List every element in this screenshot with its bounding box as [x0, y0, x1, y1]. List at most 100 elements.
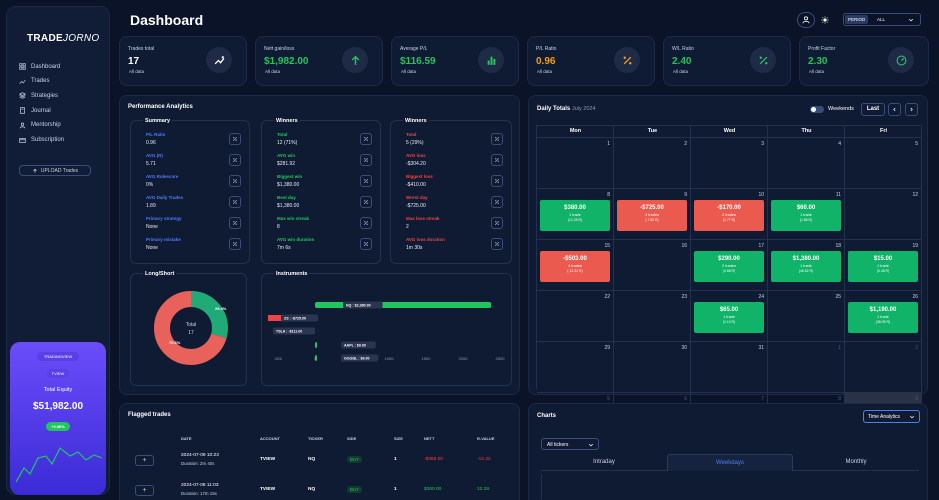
day-number: 9: [684, 192, 687, 198]
column-header[interactable]: R-VALUE: [477, 436, 495, 441]
tab-monthly[interactable]: Monthly: [845, 459, 867, 465]
calendar-day[interactable]: 8 $380.00 1 trade (12.28 R): [537, 189, 614, 240]
day-loss-block[interactable]: -$725.00 3 trades (-7.82 R): [617, 200, 687, 231]
metric-icon: [491, 154, 503, 166]
day-number: 24: [758, 294, 764, 300]
app-logo[interactable]: TRADEJORNO: [27, 33, 100, 44]
calendar-day[interactable]: 24 $65.00 1 trade (2.10 R): [691, 291, 768, 342]
summary-box: Summary P/L Ratio 0.96 AVG (R) 5.71 AVG Rules…: [130, 118, 250, 264]
column-header[interactable]: TICKER: [308, 436, 323, 441]
calendar-day[interactable]: 23: [614, 291, 691, 342]
calendar-day[interactable]: 18 $1,380.00 1 trade (46.52 R): [768, 240, 845, 291]
instrument-bar[interactable]: [315, 342, 317, 348]
sidebar-item-mentorship[interactable]: Mentorship: [19, 122, 61, 129]
metric-label: Max win streak: [277, 216, 310, 221]
expand-row-button[interactable]: +: [135, 455, 154, 466]
account-button[interactable]: [797, 12, 815, 28]
calendar-day[interactable]: 17 $290.00 2 trades (4.68 R): [691, 240, 768, 291]
calendar-day[interactable]: 12: [845, 189, 922, 240]
instrument-label: GOOGL : $9.00: [344, 357, 370, 361]
calendar-day[interactable]: 31: [691, 342, 768, 393]
day-profit-block[interactable]: $380.00 1 trade (12.28 R): [540, 200, 610, 231]
column-header[interactable]: SIZE: [394, 436, 403, 441]
tab-weekdays[interactable]: Weekdays: [667, 454, 793, 471]
instrument-bar[interactable]: [315, 355, 317, 361]
day-amount: $1,190.00: [869, 307, 897, 313]
theme-toggle-button[interactable]: [817, 12, 833, 28]
calendar-day[interactable]: 1: [537, 138, 614, 189]
column-header[interactable]: DATE: [181, 436, 192, 441]
day-profit-block[interactable]: $15.00 1 trade (0.48 R): [848, 251, 918, 282]
calendar-day[interactable]: 19 $15.00 1 trade (0.48 R): [845, 240, 922, 291]
metric-icon: [229, 175, 241, 187]
trend-icon: [19, 79, 26, 84]
platform-badge: TRADINGVIEW: [37, 352, 79, 361]
calendar-day[interactable]: 25: [768, 291, 845, 342]
stat-value: $116.59: [400, 56, 436, 67]
calendar-day[interactable]: 26 $1,190.00 1 trade (38.39 R): [845, 291, 922, 342]
calendar-day[interactable]: 5: [845, 138, 922, 189]
calendar-day[interactable]: 16: [614, 240, 691, 291]
stat-icon-wrap: [614, 47, 640, 73]
metric-label: Total: [277, 132, 288, 137]
metric-label: AVG Rulescore: [146, 174, 179, 179]
day-profit-block[interactable]: $1,190.00 1 trade (38.39 R): [848, 302, 918, 333]
losers-box: Winners Total 5 (29%) AVG loss -$304.20 Bigge…: [390, 118, 512, 264]
calendar-day[interactable]: 11 $60.00 1 trade (1.86 R): [768, 189, 845, 240]
day-profit-block[interactable]: $290.00 2 trades (4.68 R): [694, 251, 764, 282]
period-selector[interactable]: PERIOD ALL: [843, 13, 921, 26]
charts-card: Charts Time Analytics All tickers Intrad…: [528, 403, 928, 500]
column-header[interactable]: SIDE: [347, 436, 357, 441]
sidebar-item-dashboard[interactable]: Dashboard: [19, 63, 60, 70]
tab-intraday[interactable]: Intraday: [593, 459, 615, 465]
calendar-day[interactable]: 29: [537, 342, 614, 393]
calendar-day[interactable]: 9 -$725.00 3 trades (-7.82 R): [614, 189, 691, 240]
chevron-down-icon: [909, 415, 915, 419]
day-amount: -$170.00: [717, 205, 741, 211]
day-number: 7: [761, 396, 764, 402]
metric-value: -$410.00: [406, 182, 426, 188]
weekends-toggle[interactable]: [810, 106, 824, 113]
last-button[interactable]: Last: [861, 103, 885, 116]
flagged-trades-card: Flagged trades DATE ACCOUNT TICKER SIDE SIZE…: [119, 403, 520, 500]
upload-trades-button[interactable]: UPLOAD Trades: [19, 165, 91, 176]
ticker-dropdown[interactable]: All tickers: [541, 438, 599, 450]
day-number: 8: [838, 396, 841, 402]
calendar-day[interactable]: 4: [768, 138, 845, 189]
calendar-day[interactable]: 3: [691, 138, 768, 189]
calendar-day[interactable]: 2: [614, 138, 691, 189]
prev-month-button[interactable]: [888, 103, 901, 116]
day-amount: $380.00: [564, 205, 586, 211]
metric-icon: [360, 133, 372, 145]
trade-account: TVIEW: [260, 457, 276, 462]
calendar-day[interactable]: 15 -$503.00 4 trades (-12.22 R): [537, 240, 614, 291]
next-month-button[interactable]: [905, 103, 918, 116]
calendar-day[interactable]: 10 -$170.00 2 trades (1.77 R): [691, 189, 768, 240]
calendar-day[interactable]: 1: [768, 342, 845, 393]
stat-value: 0.96: [536, 56, 556, 67]
equity-card: TRADINGVIEW TVIEW Total Equity $51,982.0…: [10, 342, 106, 495]
column-header[interactable]: NETT: [424, 436, 435, 441]
day-profit-block[interactable]: $65.00 1 trade (2.10 R): [694, 302, 764, 333]
day-profit-block[interactable]: $60.00 1 trade (1.86 R): [771, 200, 841, 231]
instrument-bar[interactable]: [315, 302, 492, 308]
sidebar-item-journal[interactable]: Journal: [19, 107, 51, 114]
expand-row-button[interactable]: +: [135, 485, 154, 496]
column-header[interactable]: ACCOUNT: [260, 436, 280, 441]
sidebar-item-subscription[interactable]: Subscription: [19, 137, 64, 144]
sidebar-item-trades[interactable]: Trades: [19, 78, 49, 85]
day-loss-block[interactable]: -$170.00 2 trades (1.77 R): [694, 200, 764, 231]
stat-value: 2.40: [672, 56, 692, 67]
calendar-day[interactable]: 30: [614, 342, 691, 393]
donut-slice-long[interactable]: [154, 291, 228, 365]
instrument-label: AAPL : $9.00: [344, 344, 366, 348]
day-profit-block[interactable]: $1,380.00 1 trade (46.52 R): [771, 251, 841, 282]
metric-icon: [360, 217, 372, 229]
calendar-day[interactable]: 22: [537, 291, 614, 342]
calendar-day[interactable]: 2: [845, 342, 922, 393]
stat-icon-wrap: [478, 47, 504, 73]
analytics-dropdown[interactable]: Time Analytics: [863, 410, 920, 423]
weekday-header-cell: [537, 126, 614, 138]
sidebar-item-strategies[interactable]: Strategies: [19, 92, 58, 100]
day-loss-block[interactable]: -$503.00 4 trades (-12.22 R): [540, 251, 610, 282]
